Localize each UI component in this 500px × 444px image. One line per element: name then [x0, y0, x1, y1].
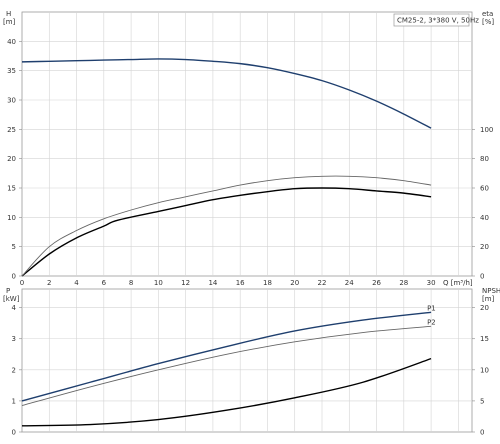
right-tick-label: 15 — [480, 335, 489, 343]
x-tick-label: 28 — [399, 279, 408, 287]
left-tick-label: 20 — [7, 155, 16, 163]
series-line-top-0 — [21, 58, 432, 129]
right-tick-label: 20 — [480, 243, 489, 251]
series-line-top-2 — [21, 175, 432, 277]
series-line-top-1 — [21, 187, 432, 277]
x-tick-label: 14 — [208, 279, 217, 287]
series-line-bottom-2 — [21, 357, 432, 427]
left-tick-label: 25 — [7, 126, 16, 134]
left-tick-label: 3 — [12, 335, 16, 343]
left-tick-label: 40 — [7, 38, 16, 46]
plot-frame — [21, 288, 473, 433]
x-tick-label: 16 — [236, 279, 245, 287]
right-tick-label: 40 — [480, 214, 489, 222]
x-tick-label: 8 — [129, 279, 133, 287]
left-tick-label: 10 — [7, 214, 16, 222]
x-tick-label: 22 — [318, 279, 327, 287]
right-tick-label: 60 — [480, 185, 489, 193]
x-tick-label: 0 — [20, 279, 24, 287]
x-tick-label: 26 — [372, 279, 381, 287]
series-label-p1: P1 — [427, 304, 436, 312]
left-axis-name: P — [6, 287, 10, 295]
x-axis-label: Q [m³/h] — [443, 279, 473, 287]
x-tick-label: 10 — [154, 279, 163, 287]
top-panel: 0 5 10 15 20 25 30 35 40 0 20 40 60 80 100 H[m] eta[%] 0 2… — [3, 10, 494, 287]
series-line-bottom-p1 — [21, 311, 432, 402]
left-tick-label: 0 — [12, 429, 16, 437]
x-tick-label: 30 — [427, 279, 436, 287]
x-tick-label: 18 — [263, 279, 272, 287]
left-axis-name: H — [6, 10, 11, 18]
right-tick-label: 20 — [480, 304, 489, 312]
x-tick-label: 6 — [102, 279, 107, 287]
x-tick-label: 24 — [345, 279, 354, 287]
right-tick-label: 5 — [480, 397, 484, 405]
left-tick-label: 35 — [7, 67, 16, 75]
left-axis-unit: [kW] — [3, 295, 20, 303]
right-axis-name: eta — [482, 10, 493, 18]
right-axis-unit: [%] — [482, 18, 494, 26]
left-tick-label: 0 — [12, 273, 16, 281]
x-tick-label: 20 — [290, 279, 299, 287]
left-tick-label: 1 — [12, 397, 16, 405]
left-tick-label: 30 — [7, 97, 16, 105]
left-tick-label: 5 — [12, 243, 16, 251]
plot-frame — [21, 11, 473, 277]
left-tick-label: 2 — [12, 366, 16, 374]
bottom-panel: 0 1 2 3 4 0 5 10 15 20 P[kW] NPSH[m] P1 P2 — [3, 287, 500, 437]
left-tick-label: 15 — [7, 185, 16, 193]
left-axis-unit: [m] — [3, 18, 16, 26]
right-tick-label: 0 — [480, 273, 484, 281]
chart-title: CM25-2, 3*380 V, 50Hz — [397, 17, 479, 25]
right-tick-label: 10 — [480, 366, 489, 374]
x-tick-label: 2 — [47, 279, 51, 287]
right-tick-label: 100 — [480, 126, 493, 134]
series-line-bottom-p2 — [21, 325, 432, 407]
x-tick-label: 4 — [74, 279, 79, 287]
right-tick-label: 0 — [480, 429, 484, 437]
right-axis-unit: [m] — [482, 295, 495, 303]
left-tick-label: 4 — [12, 304, 17, 312]
right-axis-name: NPSH — [482, 287, 500, 295]
right-tick-label: 80 — [480, 155, 489, 163]
title-box — [393, 13, 470, 27]
series-label-p2: P2 — [427, 318, 436, 326]
x-tick-label: 12 — [181, 279, 190, 287]
